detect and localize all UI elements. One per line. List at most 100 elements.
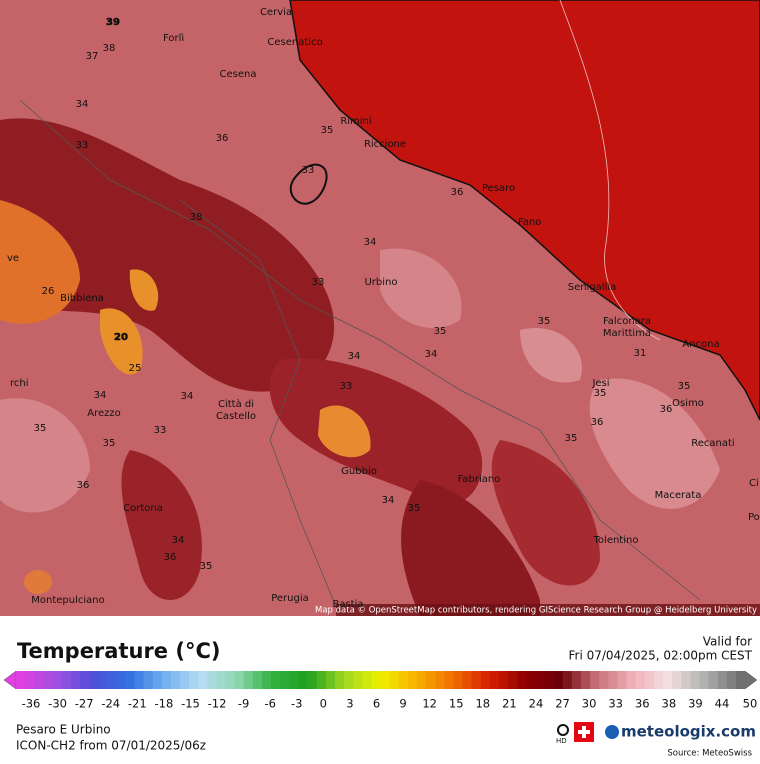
temperature-label: 34	[76, 99, 89, 110]
place-label: Jesi	[591, 378, 609, 389]
colorbar-segment	[444, 671, 454, 689]
colorbar-segment	[580, 671, 591, 689]
colorbar-segment	[708, 671, 719, 689]
valid-label: Valid for	[703, 635, 752, 649]
temperature-label: 25	[129, 363, 142, 374]
legend-tick-label: 3	[346, 697, 353, 711]
colorbar-segment	[243, 671, 254, 689]
colorbar-segment	[435, 671, 445, 689]
temperature-label: 33	[312, 277, 325, 288]
warm-zone	[401, 480, 540, 616]
place-label: Forlì	[163, 32, 184, 44]
place-label: Bastia	[332, 599, 363, 610]
region: Pesaro E Urbino	[16, 723, 111, 737]
colorbar-segment	[271, 671, 281, 689]
colorbar-end	[744, 670, 758, 690]
colorbar-segment	[535, 671, 546, 689]
temperature-label: 37	[86, 51, 99, 62]
legend-tick-label: 18	[475, 697, 490, 711]
place-label: rchi	[10, 378, 29, 389]
warm-zone	[121, 450, 202, 600]
legend-tick-label: -24	[101, 697, 120, 711]
colorbar-segment	[325, 671, 336, 689]
colorbar-segment	[571, 671, 582, 689]
legend-tick-label: 12	[422, 697, 437, 711]
border	[179, 199, 341, 617]
temperature-label: 35	[200, 561, 213, 572]
temperature-label: 35	[434, 326, 447, 337]
colorbar-segment	[544, 671, 555, 689]
temperature-label: 34	[181, 391, 194, 402]
colorbar-segment	[334, 671, 345, 689]
temperature-label: 38	[190, 212, 203, 223]
legend-tick-label: 9	[399, 697, 406, 711]
colorbar-segment	[735, 671, 746, 689]
colorbar-segment	[25, 671, 35, 689]
map: Map data © OpenStreetMap contributors, r…	[0, 0, 760, 617]
colorbar-segment	[125, 671, 135, 689]
colorbar-segment	[216, 671, 227, 689]
colorbar-segment	[471, 671, 482, 689]
colorbar-segment	[508, 671, 518, 689]
legend-tick-label: -12	[208, 697, 227, 711]
temperature-label: 34	[94, 390, 107, 401]
colorbar-segment	[590, 671, 600, 689]
legend-tick-label: 50	[743, 697, 758, 711]
legend-tick-label: 0	[320, 697, 327, 711]
brand: meteologix.com	[621, 723, 756, 741]
colorbar-segment	[407, 671, 418, 689]
place-label: Gubbio	[341, 466, 377, 477]
colorbar-segment	[143, 671, 154, 689]
colorbar-segment	[289, 671, 299, 689]
valid-time: Fri 07/04/2025, 02:00pm CEST	[568, 649, 752, 663]
colorbar-segment	[61, 671, 72, 689]
colorbar-segment	[480, 671, 491, 689]
colorbar-segment	[43, 671, 53, 689]
swiss-cross	[578, 726, 590, 738]
place-label: Marittima	[603, 328, 651, 339]
colorbar-end	[3, 670, 17, 690]
temperature-label: 35	[408, 503, 421, 514]
temperature-label: 35	[538, 316, 551, 327]
cool-zone	[520, 328, 582, 383]
legend-tick-label: 39	[688, 697, 703, 711]
colorbar-segment	[79, 671, 90, 689]
colorbar-segment	[16, 671, 26, 689]
colorbar-segment	[353, 671, 363, 689]
legend-tick-label: -6	[264, 697, 275, 711]
colorbar-segment	[562, 671, 573, 689]
temperature-label: 36	[451, 187, 464, 198]
place-label: Arezzo	[87, 408, 121, 419]
border	[559, 0, 661, 341]
colorbar-segment	[234, 671, 245, 689]
temperature-label: 34	[172, 535, 185, 546]
place-label: Osimo	[672, 398, 704, 409]
colorbar-segment	[453, 671, 464, 689]
legend-tick-label: 36	[635, 697, 650, 711]
legend-tick-label: -21	[128, 697, 147, 711]
legend-tick-label: -36	[22, 697, 41, 711]
model-run: ICON-CH2 from 07/01/2025/06z	[16, 739, 206, 753]
place-label: Recanati	[691, 438, 734, 449]
temperature-label: 35	[34, 423, 47, 434]
colorbar-segment	[152, 671, 163, 689]
colorbar-segment	[699, 671, 710, 689]
colorbar-segment	[526, 671, 536, 689]
legend-tick-label: -3	[291, 697, 302, 711]
colorbar-segment	[170, 671, 181, 689]
colorbar-segment	[180, 671, 190, 689]
colorbar-segment	[380, 671, 391, 689]
legend-tick-label: -15	[181, 697, 200, 711]
temperature-label: 36	[660, 404, 673, 415]
colorbar-segment	[34, 671, 44, 689]
legend-tick-label: -18	[154, 697, 173, 711]
colorbar-segment	[52, 671, 63, 689]
temperature-label: 20	[114, 332, 128, 343]
legend-title: Temperature (°C)	[17, 639, 220, 663]
colorbar-segment	[662, 671, 673, 689]
colorbar-segment	[635, 671, 646, 689]
legend-tick-label: 33	[608, 697, 623, 711]
colorbar-segment	[398, 671, 409, 689]
legend-tick-label: -9	[238, 697, 249, 711]
